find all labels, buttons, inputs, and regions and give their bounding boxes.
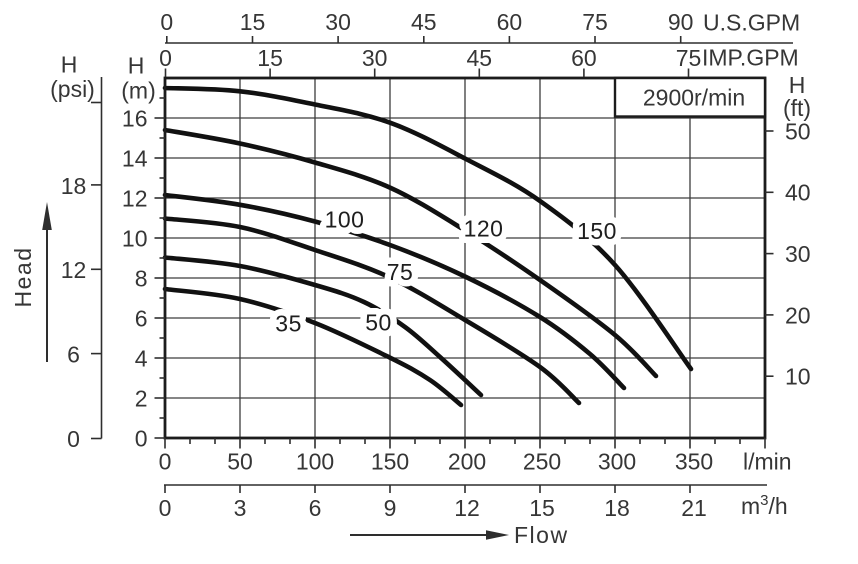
svg-text:12: 12 <box>122 185 148 211</box>
svg-text:100: 100 <box>296 449 334 475</box>
svg-text:15: 15 <box>240 9 266 35</box>
svg-text:45: 45 <box>467 45 493 71</box>
svg-text:8: 8 <box>135 265 148 291</box>
svg-text:H: H <box>789 72 806 98</box>
svg-text:15: 15 <box>257 45 283 71</box>
svg-text:10: 10 <box>785 364 811 390</box>
svg-text:0: 0 <box>159 495 172 521</box>
svg-text:75: 75 <box>387 259 414 285</box>
svg-text:90: 90 <box>668 9 694 35</box>
svg-text:15: 15 <box>529 495 555 521</box>
svg-text:30: 30 <box>785 241 811 267</box>
svg-text:0: 0 <box>160 9 173 35</box>
svg-text:18: 18 <box>604 495 630 521</box>
svg-text:35: 35 <box>275 310 302 336</box>
svg-text:0: 0 <box>159 45 172 71</box>
svg-text:150: 150 <box>371 449 409 475</box>
svg-text:200: 200 <box>448 449 486 475</box>
svg-text:18: 18 <box>61 173 87 199</box>
svg-text:Head: Head <box>10 247 36 308</box>
svg-text:40: 40 <box>785 180 811 206</box>
svg-text:4: 4 <box>135 345 148 371</box>
svg-text:20: 20 <box>785 302 811 328</box>
svg-text:50: 50 <box>365 309 392 335</box>
svg-text:150: 150 <box>577 218 617 244</box>
svg-text:l/min: l/min <box>743 449 792 475</box>
svg-text:0: 0 <box>159 449 172 475</box>
svg-text:50: 50 <box>785 118 811 144</box>
svg-text:0: 0 <box>67 426 80 452</box>
svg-text:9: 9 <box>384 495 397 521</box>
svg-text:6: 6 <box>67 342 80 368</box>
svg-text:21: 21 <box>681 495 707 521</box>
svg-text:45: 45 <box>411 9 437 35</box>
svg-text:3: 3 <box>234 495 247 521</box>
svg-text:Flow: Flow <box>514 522 569 548</box>
svg-text:120: 120 <box>464 215 504 241</box>
svg-text:16: 16 <box>122 105 148 131</box>
svg-text:14: 14 <box>122 145 148 171</box>
svg-text:150: 150 <box>577 218 617 244</box>
svg-text:6: 6 <box>135 305 148 331</box>
svg-text:50: 50 <box>227 449 253 475</box>
svg-text:10: 10 <box>122 225 148 251</box>
svg-text:(psi): (psi) <box>50 76 95 102</box>
svg-text:12: 12 <box>61 257 87 283</box>
svg-text:250: 250 <box>523 449 561 475</box>
svg-text:75: 75 <box>387 259 414 285</box>
svg-text:(m): (m) <box>121 78 155 104</box>
svg-text:350: 350 <box>675 449 713 475</box>
svg-text:U.S.GPM: U.S.GPM <box>703 10 800 36</box>
svg-text:75: 75 <box>676 45 702 71</box>
svg-text:50: 50 <box>365 309 392 335</box>
svg-text:6: 6 <box>309 495 322 521</box>
svg-text:100: 100 <box>325 206 365 232</box>
svg-text:2900r/min: 2900r/min <box>643 85 745 111</box>
svg-text:100: 100 <box>325 206 365 232</box>
svg-text:35: 35 <box>275 310 302 336</box>
svg-text:0: 0 <box>135 425 148 451</box>
svg-text:H: H <box>128 53 145 79</box>
svg-text:120: 120 <box>464 215 504 241</box>
svg-text:300: 300 <box>598 449 636 475</box>
svg-text:2: 2 <box>135 385 148 411</box>
svg-text:30: 30 <box>362 45 388 71</box>
svg-text:12: 12 <box>454 495 480 521</box>
svg-text:75: 75 <box>582 9 608 35</box>
svg-text:30: 30 <box>325 9 351 35</box>
svg-text:60: 60 <box>497 9 523 35</box>
svg-text:IMP.GPM: IMP.GPM <box>702 45 799 71</box>
svg-text:(ft): (ft) <box>783 95 811 121</box>
svg-text:60: 60 <box>571 45 597 71</box>
svg-text:H: H <box>61 52 78 78</box>
